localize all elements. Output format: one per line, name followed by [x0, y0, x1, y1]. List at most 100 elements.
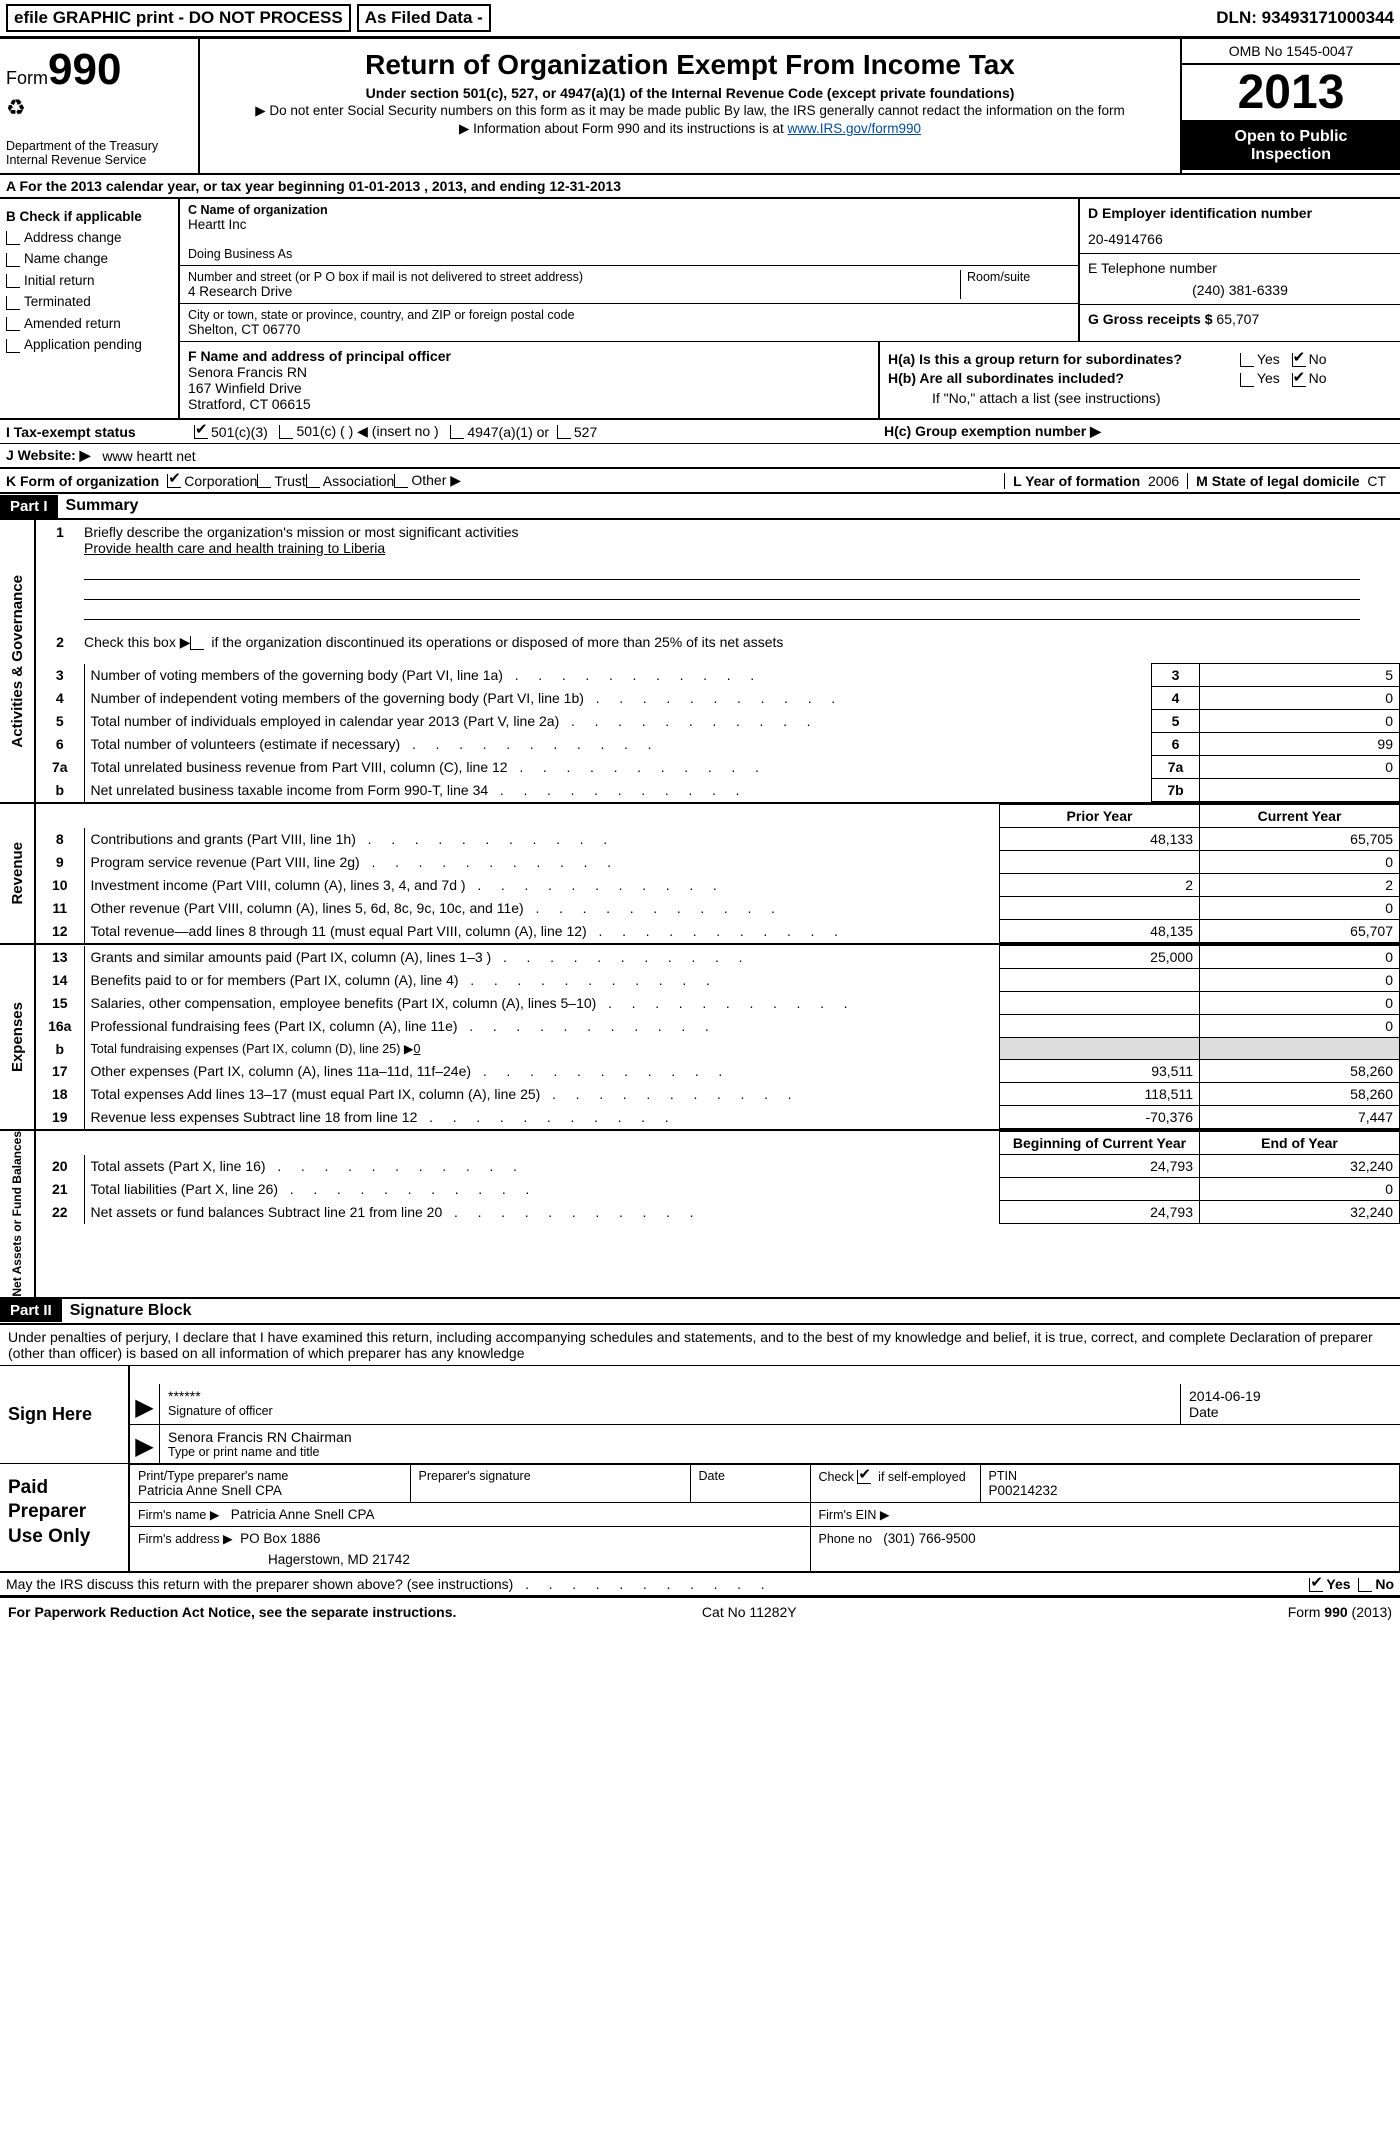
irs-link[interactable]: www.IRS.gov/form990 [787, 121, 921, 136]
footer: For Paperwork Reduction Act Notice, see … [0, 1598, 1400, 1626]
i-501c[interactable] [279, 425, 293, 439]
efile-box: efile GRAPHIC print - DO NOT PROCESS [6, 4, 351, 32]
chk-amended-return[interactable]: Amended return [6, 316, 172, 331]
paid-preparer-block: Paid Preparer Use Only Print/Type prepar… [0, 1464, 1400, 1573]
chk-terminated[interactable]: Terminated [6, 294, 172, 309]
expenses-section: Expenses 13Grants and similar amounts pa… [0, 945, 1400, 1131]
org-city: Shelton, CT 06770 [188, 322, 1070, 337]
line-klm: K Form of organization Corporation Trust… [0, 469, 1400, 494]
k-other[interactable] [394, 474, 408, 488]
table-row: 17Other expenses (Part IX, column (A), l… [36, 1060, 1400, 1083]
firm-name: Patricia Anne Snell CPA [231, 1507, 375, 1522]
top-bar: efile GRAPHIC print - DO NOT PROCESS As … [0, 0, 1400, 39]
fh-row: F Name and address of principal officer … [180, 341, 1400, 418]
table-row: 8Contributions and grants (Part VIII, li… [36, 828, 1400, 851]
k-trust[interactable] [257, 474, 271, 488]
part1-header: Part I Summary [0, 494, 1400, 520]
discuss-yes[interactable] [1309, 1578, 1323, 1592]
firm-phone: (301) 766-9500 [883, 1531, 975, 1546]
i-501c3[interactable] [194, 425, 208, 439]
hb-no[interactable] [1292, 373, 1306, 387]
recycle-icon: ♻ [6, 95, 192, 121]
header-left: Form990 ♻ Department of the Treasury Int… [0, 39, 200, 173]
hb-yes[interactable] [1240, 373, 1254, 387]
table-row: 3Number of voting members of the governi… [36, 664, 1400, 687]
b-label: B Check if applicable [6, 209, 172, 224]
k-corp[interactable] [167, 474, 181, 488]
f-officer-box: F Name and address of principal officer … [180, 342, 880, 418]
ha-no[interactable] [1292, 353, 1306, 367]
i-527[interactable] [557, 425, 571, 439]
table-row: 19Revenue less expenses Subtract line 18… [36, 1106, 1400, 1129]
c-city-box: City or town, state or province, country… [180, 304, 1078, 341]
chk-name-change[interactable]: Name change [6, 251, 172, 266]
gov-label: Activities & Governance [0, 520, 36, 802]
table-row: 10Investment income (Part VIII, column (… [36, 874, 1400, 897]
h-a: H(a) Is this a group return for subordin… [888, 351, 1392, 367]
form-subtitle-1: Under section 501(c), 527, or 4947(a)(1)… [208, 85, 1172, 101]
expenses-table: 13Grants and similar amounts paid (Part … [36, 945, 1400, 1129]
preparer-name: Patricia Anne Snell CPA [138, 1483, 402, 1498]
discuss-no[interactable] [1358, 1578, 1372, 1592]
officer-name: Senora Francis RN Chairman [168, 1429, 1392, 1445]
org-address: 4 Research Drive [188, 284, 960, 299]
table-row: 21Total liabilities (Part X, line 26)0 [36, 1178, 1400, 1201]
revenue-section: Revenue Prior Year Current Year 8Contrib… [0, 804, 1400, 945]
i-4947[interactable] [450, 425, 464, 439]
form-header: Form990 ♻ Department of the Treasury Int… [0, 39, 1400, 175]
l2-chk[interactable] [190, 636, 204, 650]
table-row: 22Net assets or fund balances Subtract l… [36, 1201, 1400, 1224]
sign-here-block: Sign Here ▶ ****** Signature of officer … [0, 1366, 1400, 1464]
table-row: 6Total number of volunteers (estimate if… [36, 733, 1400, 756]
perjury-text: Under penalties of perjury, I declare th… [0, 1325, 1400, 1366]
table-row: 18Total expenses Add lines 13–17 (must e… [36, 1083, 1400, 1106]
section-bcdefg: B Check if applicable Address change Nam… [0, 199, 1400, 420]
c-name-box: C Name of organization Heartt Inc Doing … [180, 199, 1078, 266]
column-cdefg: C Name of organization Heartt Inc Doing … [180, 199, 1400, 418]
table-row: 11Other revenue (Part VIII, column (A), … [36, 897, 1400, 920]
table-row: 9Program service revenue (Part VIII, lin… [36, 851, 1400, 874]
dln: DLN: 93493171000344 [1216, 8, 1394, 28]
form-number: Form990 [6, 45, 192, 95]
e-phone-box: E Telephone number (240) 381-6339 [1080, 254, 1400, 305]
header-mid: Return of Organization Exempt From Incom… [200, 39, 1180, 173]
table-row: 15Salaries, other compensation, employee… [36, 992, 1400, 1015]
sig-arrow-icon-2: ▶ [130, 1425, 160, 1463]
open-inspection: Open to Public Inspection [1182, 122, 1400, 170]
mission-text: Provide health care and health training … [84, 540, 385, 556]
omb-number: OMB No 1545-0047 [1182, 39, 1400, 65]
h-b: H(b) Are all subordinates included? Yes … [888, 370, 1392, 386]
tax-year: 2013 [1182, 65, 1400, 122]
net-label: Net Assets or Fund Balances [0, 1131, 36, 1297]
k-assoc[interactable] [306, 474, 320, 488]
line-i: I Tax-exempt status 501(c)(3) 501(c) ( )… [0, 420, 1400, 444]
h-box: H(a) Is this a group return for subordin… [880, 342, 1400, 418]
form-title: Return of Organization Exempt From Incom… [208, 49, 1172, 81]
table-row: 16aProfessional fundraising fees (Part I… [36, 1015, 1400, 1038]
chk-initial-return[interactable]: Initial return [6, 273, 172, 288]
firm-addr2: Hagerstown, MD 21742 [138, 1552, 802, 1567]
gross-receipts: 65,707 [1216, 311, 1259, 327]
sign-date: 2014-06-19 [1189, 1388, 1392, 1404]
table-row: 5Total number of individuals employed in… [36, 710, 1400, 733]
ha-yes[interactable] [1240, 353, 1254, 367]
table-row: 12Total revenue—add lines 8 through 11 (… [36, 920, 1400, 943]
table-row: 20Total assets (Part X, line 16)24,79332… [36, 1155, 1400, 1178]
table-row: 14Benefits paid to or for members (Part … [36, 969, 1400, 992]
sig-arrow-icon: ▶ [130, 1384, 160, 1424]
column-c: C Name of organization Heartt Inc Doing … [180, 199, 1080, 341]
net-assets-section: Net Assets or Fund Balances Beginning of… [0, 1131, 1400, 1299]
ein-value: 20-4914766 [1088, 231, 1392, 247]
dept-treasury: Department of the Treasury [6, 139, 192, 153]
h-b2: If "No," attach a list (see instructions… [888, 390, 1392, 406]
table-row: 13Grants and similar amounts paid (Part … [36, 946, 1400, 969]
header-right: OMB No 1545-0047 2013 Open to Public Ins… [1180, 39, 1400, 173]
chk-address-change[interactable]: Address change [6, 230, 172, 245]
row-a-tax-year: A For the 2013 calendar year, or tax yea… [0, 175, 1400, 199]
gov-table: 3Number of voting members of the governi… [36, 663, 1400, 802]
table-row: bNet unrelated business taxable income f… [36, 779, 1400, 802]
sign-here-label: Sign Here [0, 1366, 130, 1463]
chk-application-pending[interactable]: Application pending [6, 337, 172, 352]
officer-signature: ****** [168, 1388, 1172, 1404]
self-employed-chk[interactable] [857, 1470, 871, 1484]
